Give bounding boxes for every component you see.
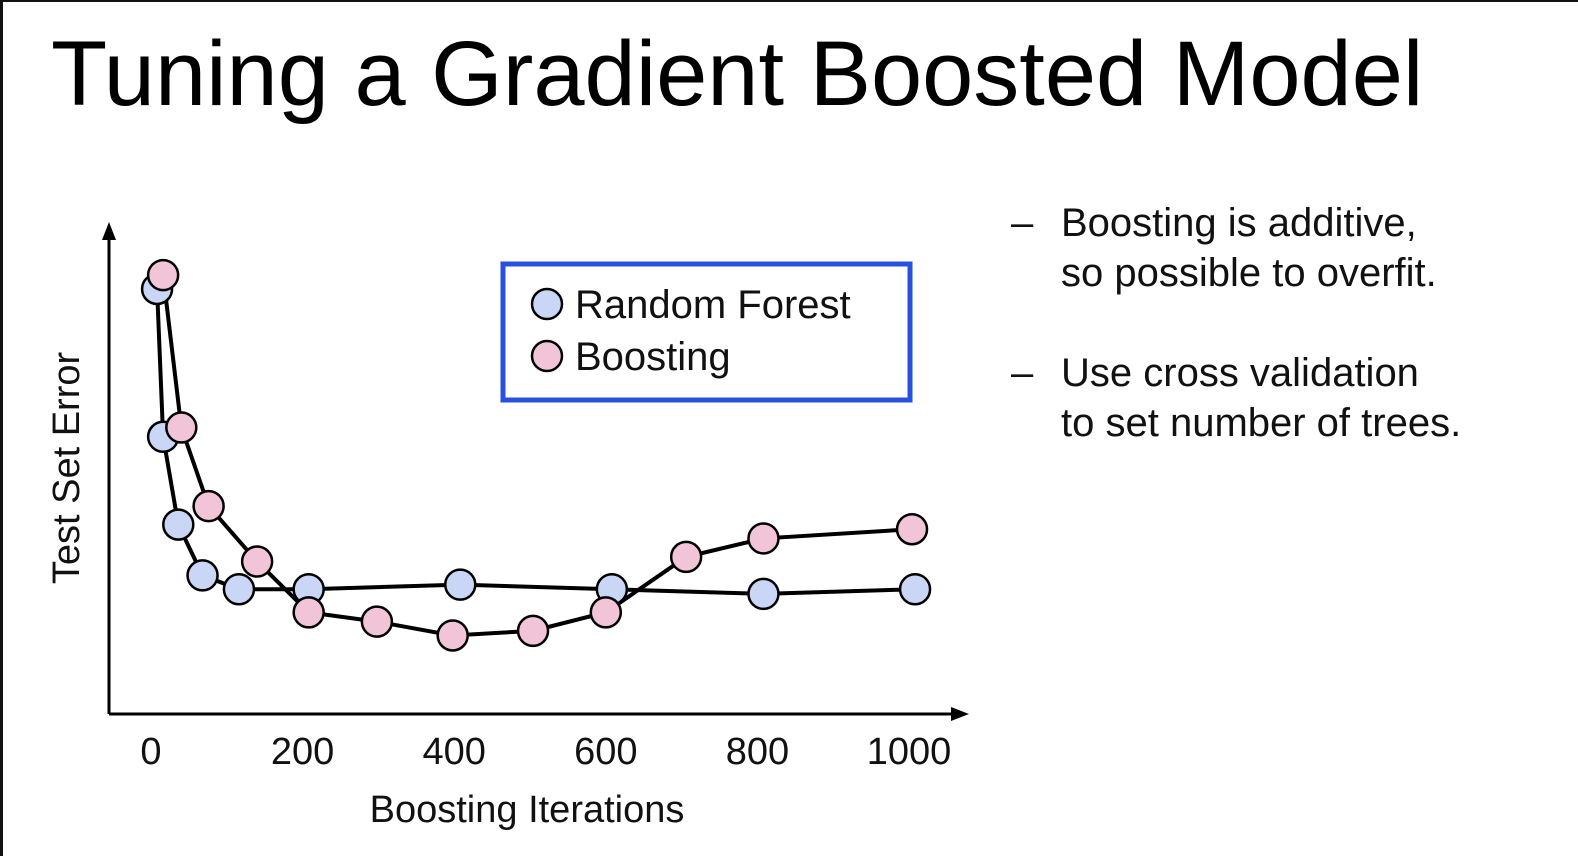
random-forest-point — [222, 573, 256, 606]
legend-marker-boosting — [530, 339, 564, 373]
boosting-point — [192, 489, 225, 523]
random-forest-point — [162, 508, 195, 541]
x-axis-arrow — [951, 707, 969, 721]
x-tick-label: 1000 — [867, 731, 952, 773]
bullet-list: – Boosting is additive, so possible to o… — [1011, 198, 1551, 498]
bullet-text: Use cross validation to set number of tr… — [1061, 351, 1462, 445]
bullet-dash: – — [1011, 351, 1034, 395]
bullet-dash: – — [1011, 201, 1034, 245]
boosting-point — [895, 512, 929, 546]
bullet-text: Boosting is additive, so possible to ove… — [1061, 201, 1437, 295]
random-forest-point — [898, 573, 932, 606]
bullet-item: – Boosting is additive, so possible to o… — [1011, 198, 1551, 298]
boosting-point — [516, 614, 550, 648]
slide-title: Tuning a Gradient Boosted Model — [51, 23, 1424, 125]
boosting-point — [436, 619, 469, 652]
boosting-point — [240, 545, 274, 578]
series-line-random-forest — [155, 288, 916, 596]
boosting-point — [360, 605, 394, 638]
x-axis-label: Boosting Iterations — [370, 789, 685, 831]
random-forest-point — [444, 568, 477, 601]
y-axis-label: Test Set Error — [46, 352, 88, 585]
boosting-point — [589, 596, 623, 629]
x-tick-label: 800 — [726, 731, 789, 773]
error-vs-iterations-chart: 0 200 400 600 800 1000 Boosting Iterations Test… — [46, 222, 969, 831]
legend-label-boosting: Boosting — [575, 335, 731, 379]
legend-marker-random-forest — [530, 287, 564, 321]
x-tick-label: 600 — [574, 731, 637, 773]
boosting-point — [146, 258, 180, 292]
boosting-point — [669, 540, 703, 574]
x-tick-label: 200 — [271, 731, 334, 773]
x-tick-label: 400 — [422, 731, 485, 773]
boosting-point — [165, 411, 198, 444]
legend-label-random-forest: Random Forest — [575, 283, 851, 327]
y-axis-arrow — [102, 222, 116, 240]
legend-box — [500, 261, 913, 403]
bullet-item: – Use cross validation to set number of … — [1011, 348, 1551, 448]
boosting-point — [292, 596, 325, 629]
x-tick-label: 0 — [140, 731, 161, 773]
random-forest-point — [747, 577, 780, 611]
boosting-point — [747, 522, 780, 555]
random-forest-point — [186, 559, 219, 592]
